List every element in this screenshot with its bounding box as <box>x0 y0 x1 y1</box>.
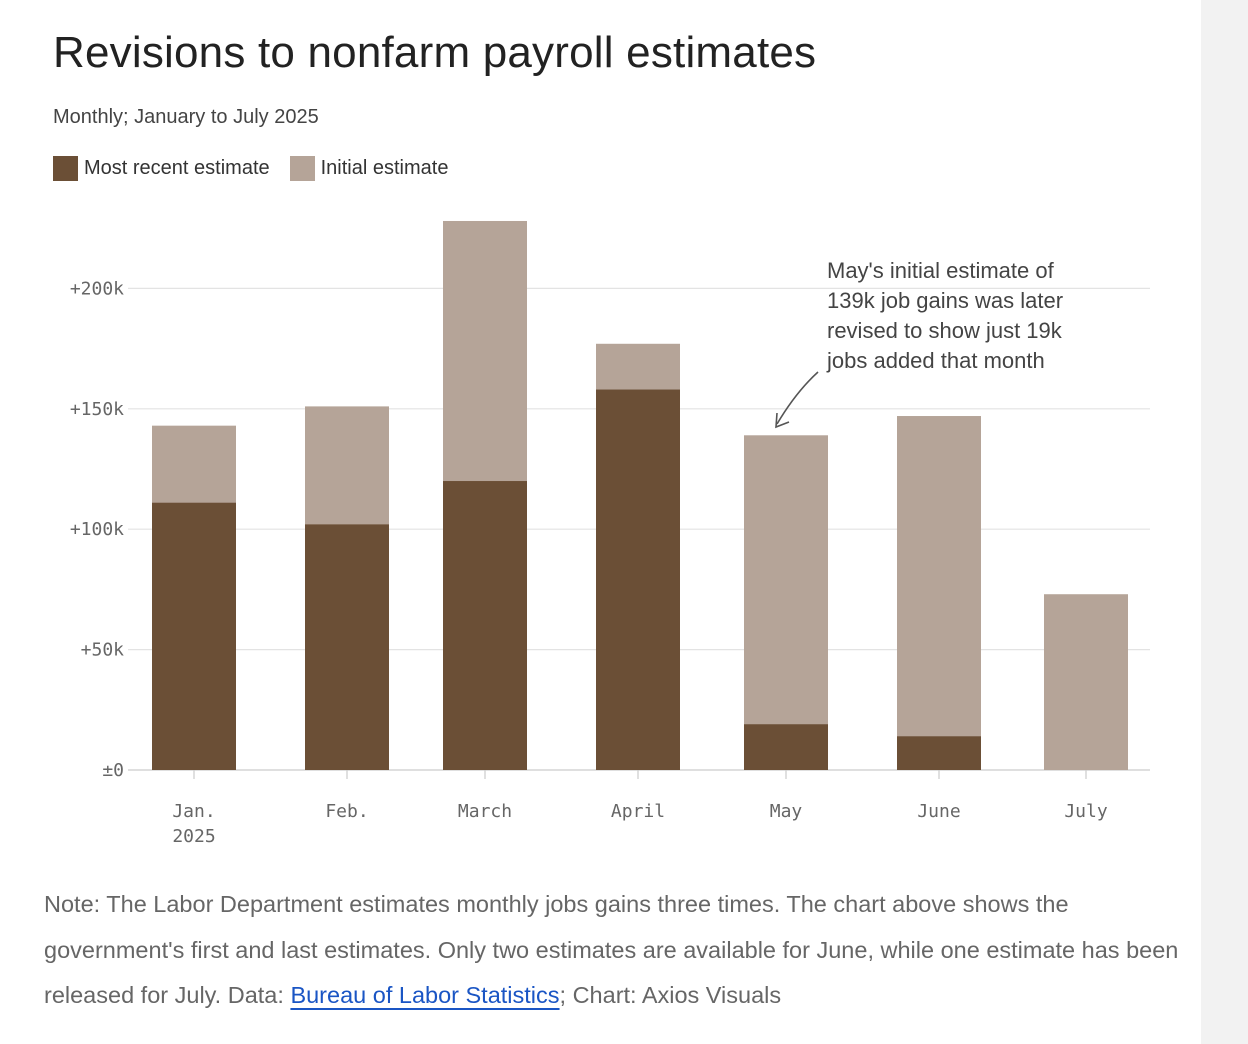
annotation-text: May's initial estimate of 139k job gains … <box>826 258 1063 373</box>
bar-recent <box>897 736 981 770</box>
legend-item-recent: Most recent estimate <box>53 155 270 181</box>
legend-item-initial: Initial estimate <box>289 155 449 181</box>
bar-recent <box>443 481 527 770</box>
legend-swatch-recent <box>53 155 78 181</box>
y-axis-labels: ±0 +50k +100k +150k +200k <box>70 278 124 781</box>
y-tick-label: ±0 <box>102 760 124 781</box>
bar-initial <box>1044 594 1128 770</box>
bars <box>152 220 1128 770</box>
chart-title: Revisions to nonfarm payroll estimates <box>53 28 817 77</box>
legend: Most recent estimate Initial estimate <box>53 155 468 181</box>
y-tick-label: +200k <box>70 278 124 299</box>
source-link[interactable]: Bureau of Labor Statistics <box>290 982 560 1008</box>
bar-initial <box>897 416 981 770</box>
y-tick-label: +50k <box>81 640 125 661</box>
legend-swatch-initial <box>289 155 315 181</box>
bar-recent <box>596 389 680 770</box>
y-tick-label: +100k <box>70 519 124 540</box>
legend-label-recent: Most recent estimate <box>84 156 270 179</box>
annotation-arrow <box>776 371 819 425</box>
y-tick-label: +150k <box>70 399 124 420</box>
x-tick-label: June <box>917 801 960 822</box>
bar-recent <box>305 524 389 770</box>
x-tick-label: Feb. <box>325 801 368 822</box>
annotation-arrowhead <box>775 412 790 429</box>
x-tick-label: April <box>611 801 665 822</box>
bar-initial <box>744 435 828 770</box>
x-tick-label: July <box>1064 801 1108 822</box>
legend-label-initial: Initial estimate <box>320 156 449 179</box>
note-text: Note: The Labor Department estimates mon… <box>44 891 1179 1008</box>
side-strip <box>1201 0 1248 1044</box>
chart-note: Note: The Labor Department estimates mon… <box>44 882 1194 1019</box>
chart-subtitle: Monthly; January to July 2025 <box>53 106 319 128</box>
bar-recent <box>744 724 828 770</box>
x-tick-label: March <box>458 801 512 822</box>
x-tick-label: Jan. 2025 <box>172 801 215 847</box>
bar-recent <box>152 502 236 770</box>
x-tick-label: May <box>770 801 803 822</box>
annotation: May's initial estimate of 139k job gains … <box>775 258 1063 429</box>
bar-chart: ±0 +50k +100k +150k +200k Jan. 2025 Feb. March A… <box>70 220 1150 847</box>
note-text-end: ; Chart: Axios Visuals <box>559 982 782 1008</box>
x-axis: Jan. 2025 Feb. March April May June July <box>172 770 1108 847</box>
